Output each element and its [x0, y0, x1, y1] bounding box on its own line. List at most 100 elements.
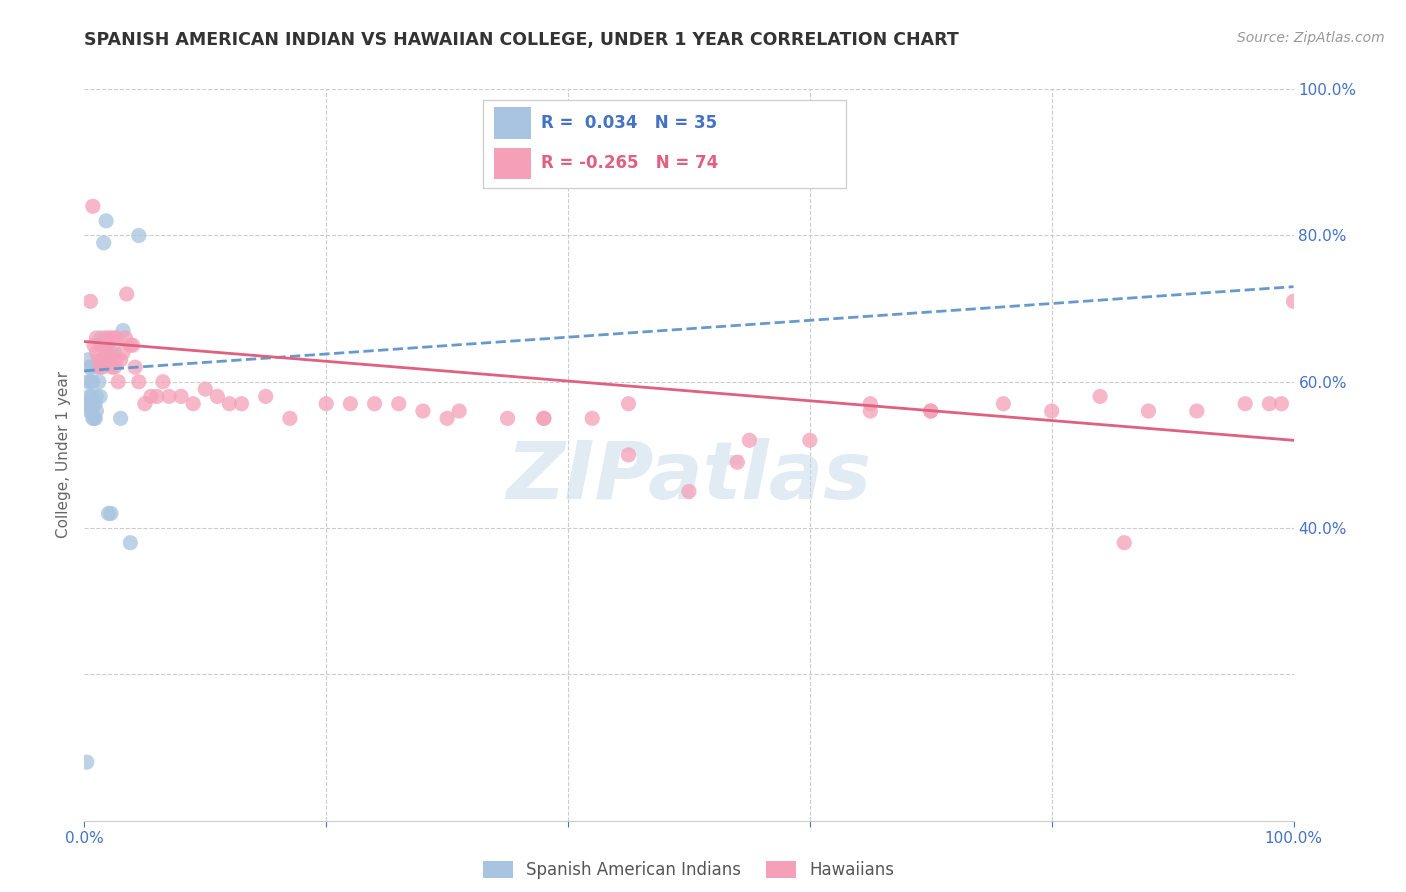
- Point: [94, 214, 117, 228]
- Point: [82, 411, 104, 425]
- Point: [617, 397, 640, 411]
- Point: [412, 404, 434, 418]
- Point: [87, 352, 110, 367]
- FancyBboxPatch shape: [495, 107, 530, 139]
- Point: [799, 434, 821, 448]
- Point: [79, 397, 101, 411]
- Point: [1234, 397, 1257, 411]
- Point: [104, 352, 127, 367]
- Point: [94, 331, 117, 345]
- Point: [103, 331, 125, 345]
- Point: [84, 411, 107, 425]
- Point: [1088, 389, 1111, 403]
- Point: [77, 397, 100, 411]
- Point: [738, 434, 761, 448]
- Point: [533, 411, 555, 425]
- Point: [110, 352, 132, 367]
- Point: [449, 404, 471, 418]
- Point: [91, 352, 114, 367]
- Point: [388, 397, 411, 411]
- Point: [115, 287, 138, 301]
- Text: Source: ZipAtlas.com: Source: ZipAtlas.com: [1237, 31, 1385, 45]
- Point: [89, 389, 111, 403]
- Point: [82, 397, 104, 411]
- Point: [90, 331, 112, 345]
- Point: [139, 389, 162, 403]
- Point: [124, 360, 146, 375]
- Point: [920, 404, 942, 418]
- Point: [725, 455, 748, 469]
- Point: [315, 397, 337, 411]
- Text: R =  0.034   N = 35: R = 0.034 N = 35: [541, 114, 717, 132]
- Point: [128, 228, 150, 243]
- Point: [80, 389, 103, 403]
- Point: [114, 331, 136, 345]
- Point: [80, 404, 103, 418]
- Point: [110, 411, 132, 425]
- Point: [104, 345, 127, 359]
- Point: [86, 360, 108, 375]
- Point: [86, 345, 108, 359]
- Text: ZIPatlas: ZIPatlas: [506, 438, 872, 516]
- Point: [920, 404, 942, 418]
- Point: [194, 382, 217, 396]
- Point: [90, 338, 112, 352]
- Point: [1040, 404, 1063, 418]
- Point: [120, 338, 142, 352]
- Point: [101, 360, 124, 375]
- Point: [218, 397, 240, 411]
- Point: [436, 411, 458, 425]
- Text: R = -0.265   N = 74: R = -0.265 N = 74: [541, 154, 718, 172]
- Point: [87, 375, 110, 389]
- Point: [363, 397, 385, 411]
- Point: [83, 411, 105, 425]
- Point: [112, 324, 135, 338]
- Point: [84, 397, 107, 411]
- Point: [107, 375, 129, 389]
- Point: [76, 755, 98, 769]
- Point: [91, 360, 114, 375]
- Point: [152, 375, 174, 389]
- Point: [77, 352, 100, 367]
- Point: [128, 375, 150, 389]
- Point: [98, 331, 121, 345]
- Point: [93, 338, 115, 352]
- Y-axis label: College, Under 1 year: College, Under 1 year: [56, 371, 72, 539]
- Point: [77, 375, 100, 389]
- Point: [79, 375, 101, 389]
- Point: [105, 331, 128, 345]
- Point: [97, 352, 120, 367]
- Point: [86, 331, 108, 345]
- Point: [254, 389, 277, 403]
- Point: [1185, 404, 1208, 418]
- Point: [181, 397, 204, 411]
- Point: [82, 199, 104, 213]
- Point: [121, 338, 143, 352]
- Point: [496, 411, 519, 425]
- Point: [100, 345, 122, 359]
- Point: [207, 389, 229, 403]
- Point: [1270, 397, 1292, 411]
- Point: [993, 397, 1015, 411]
- Point: [79, 294, 101, 309]
- Point: [859, 404, 882, 418]
- Point: [859, 397, 882, 411]
- FancyBboxPatch shape: [495, 147, 530, 179]
- Point: [89, 360, 111, 375]
- Point: [1114, 535, 1136, 549]
- Point: [157, 389, 180, 403]
- Point: [77, 404, 100, 418]
- Point: [533, 411, 555, 425]
- Point: [1258, 397, 1281, 411]
- Point: [1137, 404, 1160, 418]
- Point: [278, 411, 301, 425]
- Text: SPANISH AMERICAN INDIAN VS HAWAIIAN COLLEGE, UNDER 1 YEAR CORRELATION CHART: SPANISH AMERICAN INDIAN VS HAWAIIAN COLL…: [84, 31, 959, 49]
- Point: [100, 507, 122, 521]
- Point: [77, 389, 100, 403]
- Point: [134, 397, 156, 411]
- Point: [112, 345, 135, 359]
- Point: [678, 484, 700, 499]
- Point: [93, 235, 115, 250]
- Point: [104, 360, 127, 375]
- Point: [339, 397, 361, 411]
